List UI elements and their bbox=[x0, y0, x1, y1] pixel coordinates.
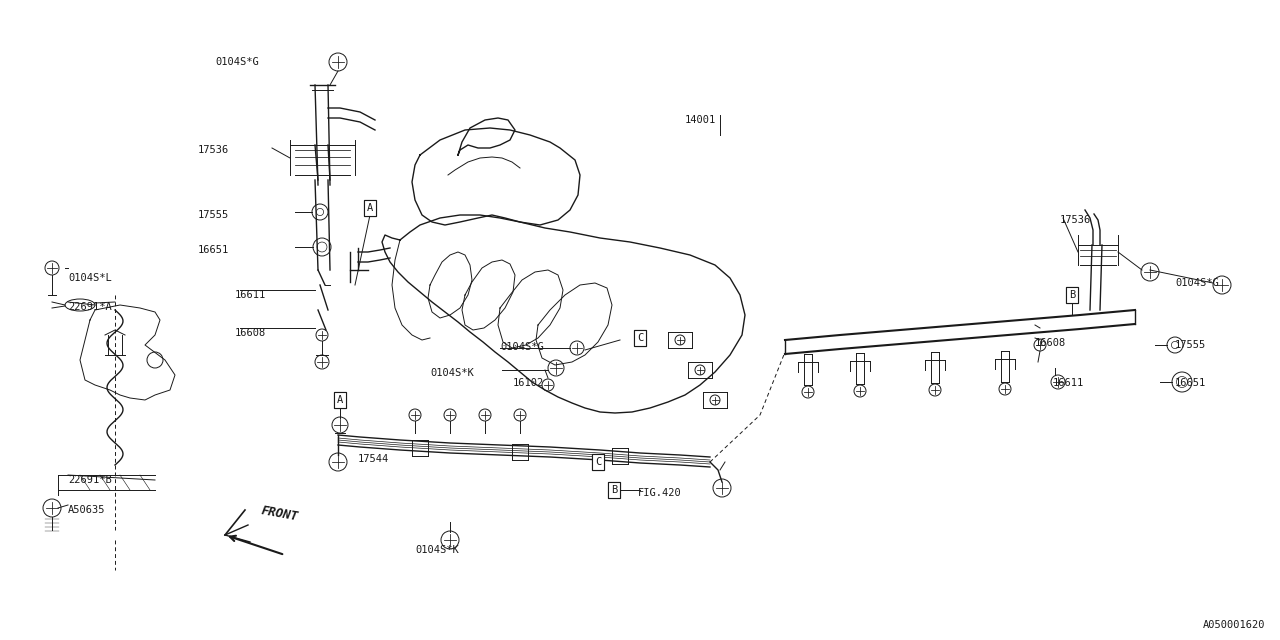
Text: 16651: 16651 bbox=[198, 245, 229, 255]
Text: 16608: 16608 bbox=[236, 328, 266, 338]
Text: 0104S*G: 0104S*G bbox=[1175, 278, 1219, 288]
Text: 0104S*G: 0104S*G bbox=[500, 342, 544, 352]
Text: FRONT: FRONT bbox=[260, 504, 300, 523]
Text: B: B bbox=[611, 485, 617, 495]
Text: 16611: 16611 bbox=[1053, 378, 1084, 388]
Text: 16651: 16651 bbox=[1175, 378, 1206, 388]
Text: A: A bbox=[367, 203, 374, 213]
Text: 17555: 17555 bbox=[1175, 340, 1206, 350]
Text: 16102: 16102 bbox=[513, 378, 544, 388]
Text: C: C bbox=[595, 457, 602, 467]
Text: B: B bbox=[1069, 290, 1075, 300]
Text: 17536: 17536 bbox=[198, 145, 229, 155]
Text: 14001: 14001 bbox=[685, 115, 717, 125]
Text: 22691*B: 22691*B bbox=[68, 475, 111, 485]
Text: 0104S*L: 0104S*L bbox=[68, 273, 111, 283]
Text: 16611: 16611 bbox=[236, 290, 266, 300]
Text: A: A bbox=[337, 395, 343, 405]
Text: 0104S*K: 0104S*K bbox=[415, 545, 458, 555]
Text: 17536: 17536 bbox=[1060, 215, 1092, 225]
Text: A: A bbox=[337, 395, 343, 405]
Text: C: C bbox=[637, 333, 643, 343]
Text: 16608: 16608 bbox=[1036, 338, 1066, 348]
Text: 22691*A: 22691*A bbox=[68, 302, 111, 312]
Text: B: B bbox=[1069, 290, 1075, 300]
Text: 0104S*G: 0104S*G bbox=[215, 57, 259, 67]
Text: A: A bbox=[367, 203, 374, 213]
Text: A50635: A50635 bbox=[68, 505, 105, 515]
Text: 17555: 17555 bbox=[198, 210, 229, 220]
Text: C: C bbox=[637, 333, 643, 343]
Text: FIG.420: FIG.420 bbox=[637, 488, 682, 498]
Text: 0104S*K: 0104S*K bbox=[430, 368, 474, 378]
Text: 17544: 17544 bbox=[358, 454, 389, 464]
Text: C: C bbox=[595, 457, 602, 467]
Text: A050001620: A050001620 bbox=[1202, 620, 1265, 630]
Text: B: B bbox=[611, 485, 617, 495]
